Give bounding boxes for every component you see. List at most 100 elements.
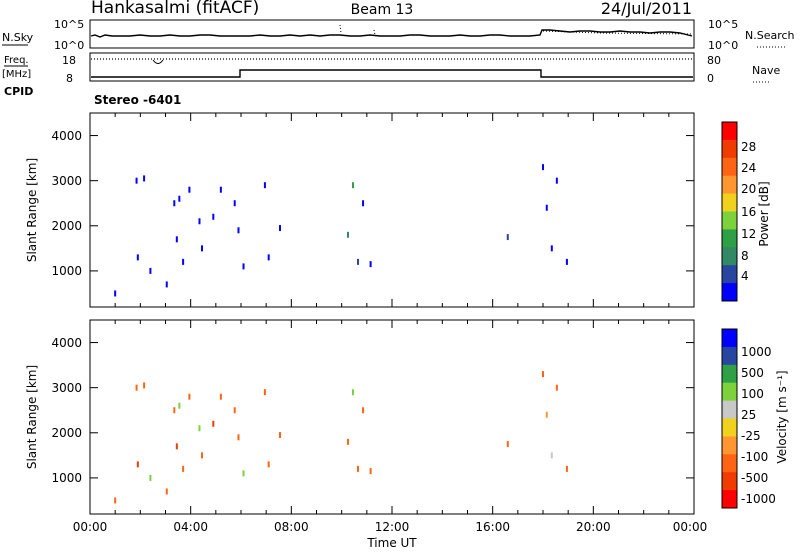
x-tick-label: 00:00 xyxy=(673,520,708,534)
velocity-colorbar-tick: 500 xyxy=(741,366,764,380)
power-data-point xyxy=(188,186,191,193)
noise-left-tick-top: 10^5 xyxy=(54,18,84,31)
power-data-point xyxy=(357,258,360,265)
velocity-data-point xyxy=(165,488,168,495)
velocity-colorbar-tick: 100 xyxy=(741,387,764,401)
power-data-point xyxy=(212,213,215,220)
power-data-point xyxy=(173,200,176,207)
freq-panel-frame xyxy=(89,52,695,82)
velocity-ylabel: Slant Range [km] xyxy=(25,365,39,469)
velocity-ytick-label: 3000 xyxy=(51,381,82,395)
freq-left-label: Freq. xyxy=(4,55,29,66)
power-ytick-label: 4000 xyxy=(51,129,82,143)
noise-right-label: N.Search xyxy=(745,29,795,42)
velocity-colorbar-segment xyxy=(722,364,737,384)
velocity-data-point xyxy=(362,407,365,414)
velocity-ytick-label: 4000 xyxy=(51,336,82,350)
power-ytick-label: 1000 xyxy=(51,264,82,278)
velocity-colorbar-frame xyxy=(721,328,738,509)
power-axis-ticks xyxy=(89,113,695,307)
power-plot-frame xyxy=(89,112,695,308)
velocity-data-point xyxy=(550,452,553,459)
power-data-point xyxy=(233,200,236,207)
velocity-data-point xyxy=(346,438,349,445)
power-colorbar-segment xyxy=(722,229,737,248)
velocity-data-point xyxy=(136,461,139,468)
power-data-point xyxy=(114,290,117,297)
velocity-colorbar-segment xyxy=(722,490,737,509)
power-data-point xyxy=(362,200,365,207)
freq-dip-marker xyxy=(152,59,164,64)
noise-sky-trace xyxy=(90,29,693,38)
power-colorbar-segment xyxy=(722,122,737,141)
velocity-colorbar-tick: 1000 xyxy=(741,345,772,359)
velocity-colorbar-tick: -100 xyxy=(741,450,768,464)
power-data-point xyxy=(369,261,372,268)
velocity-colorbar-segment xyxy=(722,382,737,402)
velocity-colorbar xyxy=(721,328,738,509)
velocity-data-point xyxy=(242,470,245,477)
power-data-point xyxy=(219,186,222,193)
station-title: Hankasalmi (fitACF) xyxy=(91,0,259,18)
velocity-colorbar-segment xyxy=(722,346,737,366)
power-colorbar xyxy=(721,121,738,302)
velocity-data-point xyxy=(173,407,176,414)
velocity-colorbar-segment xyxy=(722,400,737,419)
x-tick-label: 00:00 xyxy=(73,520,108,534)
power-colorbar-segment xyxy=(722,211,737,230)
velocity-colorbar-label: Velocity [m s⁻¹] xyxy=(775,370,789,463)
power-data-point xyxy=(279,225,282,232)
power-data-point xyxy=(175,236,178,243)
x-tick-label: 08:00 xyxy=(274,520,309,534)
power-colorbar-segment xyxy=(722,175,737,195)
power-panel: Slant Range [km] 1000 2000 3000 4000 Pow… xyxy=(25,112,771,308)
velocity-colorbar-tick: -25 xyxy=(741,429,761,443)
power-data-point xyxy=(267,254,270,261)
power-colorbar-tick: 16 xyxy=(741,205,756,219)
velocity-panel: Slant Range [km] 1000 2000 3000 4000 Vel… xyxy=(25,319,789,515)
velocity-data-point xyxy=(369,468,372,475)
velocity-colorbar-tick: 25 xyxy=(741,408,756,422)
power-data-point xyxy=(550,245,553,252)
velocity-data-point xyxy=(565,465,568,472)
power-data-point xyxy=(200,245,203,252)
velocity-data-point xyxy=(542,371,544,378)
power-data-point xyxy=(506,234,509,241)
velocity-data-point xyxy=(182,465,185,472)
power-data-point xyxy=(136,254,139,261)
freq-left-unit: [MHz] xyxy=(2,69,31,80)
power-colorbar-label: Power [dB] xyxy=(757,181,771,246)
power-ytick-label: 3000 xyxy=(51,174,82,188)
beam-title: Beam 13 xyxy=(351,2,414,18)
power-colorbar-tick: 4 xyxy=(741,269,749,283)
noise-left-label: N.Sky xyxy=(2,31,34,44)
velocity-colorbar-segment xyxy=(722,329,737,348)
x-tick-label: 16:00 xyxy=(475,520,510,534)
velocity-ytick-label: 2000 xyxy=(51,426,82,440)
velocity-data-point xyxy=(279,432,282,439)
velocity-data-point xyxy=(175,443,178,450)
date-title: 24/Jul/2011 xyxy=(601,0,692,18)
power-colorbar-segment xyxy=(722,193,737,212)
power-data-point xyxy=(346,231,349,238)
velocity-colorbar-segment xyxy=(722,454,737,473)
power-data-point xyxy=(555,177,558,184)
power-colorbar-frame xyxy=(721,121,738,302)
velocity-plot-frame xyxy=(89,319,695,515)
noise-panel-frame xyxy=(89,19,695,49)
power-data-point xyxy=(143,175,146,182)
power-data-point xyxy=(178,195,181,202)
x-tick-label: 04:00 xyxy=(173,520,208,534)
velocity-data-point xyxy=(237,434,240,441)
power-colorbar-tick: 12 xyxy=(741,227,756,241)
power-data-point xyxy=(165,281,168,288)
velocity-colorbar-segment xyxy=(722,436,737,455)
x-tick-label: 12:00 xyxy=(375,520,410,534)
freq-right-tick-bottom: 0 xyxy=(707,72,714,85)
velocity-data-point xyxy=(263,389,266,396)
power-colorbar-segment xyxy=(722,265,737,284)
power-data-point xyxy=(237,227,240,234)
velocity-data-point xyxy=(267,461,270,468)
power-colorbar-segment xyxy=(722,139,737,159)
power-data-point xyxy=(263,182,266,189)
